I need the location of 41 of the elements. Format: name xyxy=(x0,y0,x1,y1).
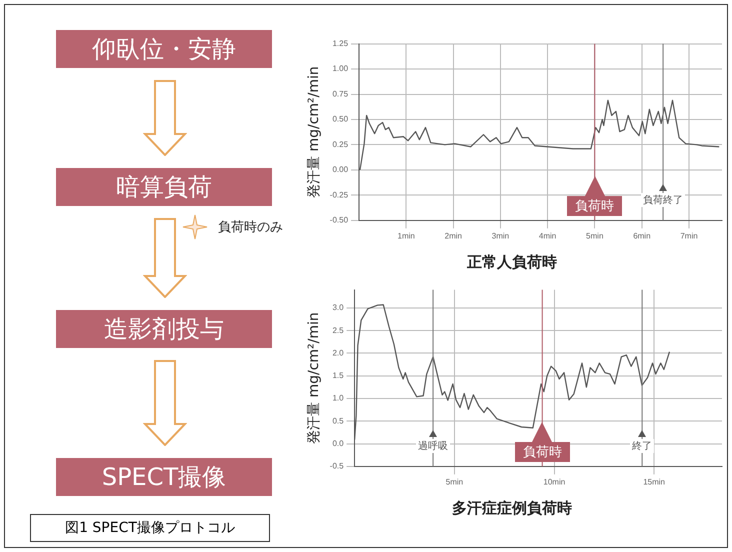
y-tick-label: 0.25 xyxy=(332,140,349,149)
y-tick-label: 0.0 xyxy=(332,438,344,448)
text: 負荷時のみ xyxy=(218,219,283,236)
ref-line-label: 負荷時 xyxy=(567,196,622,216)
text: 多汗症症例負荷時 xyxy=(452,498,572,517)
text: 図1 SPECT撮像プロトコル xyxy=(30,514,270,542)
y-tick-label: 1.00 xyxy=(332,64,349,74)
x-tick-label: 1min xyxy=(398,231,415,240)
x-tick-label: 5min xyxy=(446,477,464,486)
y-tick-label: -0.5 xyxy=(330,462,344,471)
y-tick-label: 1.5 xyxy=(332,371,344,380)
ref-line-label: 過呼吸 xyxy=(416,439,450,454)
text: SPECT撮像 xyxy=(56,458,272,496)
y-tick-label: 0.75 xyxy=(332,89,349,98)
y-tick-label: 1.25 xyxy=(332,39,349,48)
ref-line-label: 負荷時 xyxy=(514,442,570,462)
y-axis-title: 発汗量 mg/cm²/min xyxy=(306,312,322,444)
y-tick-label: 3.0 xyxy=(332,303,344,312)
y-tick-label: 2.5 xyxy=(332,326,344,335)
y-tick-label: 2.0 xyxy=(332,348,344,358)
y-axis-title: 発汗量 mg/cm²/min xyxy=(306,66,322,198)
x-tick-label: 15min xyxy=(643,477,666,486)
ref-line-label: 負荷終了 xyxy=(641,193,686,208)
y-tick-label: 0.50 xyxy=(332,114,349,124)
y-tick-label: -0.25 xyxy=(330,190,349,200)
x-tick-label: 6min xyxy=(633,231,651,240)
y-tick-label: -0.50 xyxy=(330,216,349,225)
y-tick-label: 1.0 xyxy=(332,394,344,403)
x-tick-label: 7min xyxy=(680,231,698,240)
x-tick-label: 2min xyxy=(444,231,462,240)
x-tick-label: 5min xyxy=(586,231,604,240)
y-tick-label: 0.00 xyxy=(332,165,349,174)
ref-line-label: 終了 xyxy=(630,439,654,454)
y-tick-label: 0.5 xyxy=(332,416,344,426)
text: 造影剤投与 xyxy=(56,310,272,348)
text: 仰臥位・安静 xyxy=(56,30,272,68)
x-tick-label: 10min xyxy=(543,477,566,486)
x-tick-label: 4min xyxy=(538,231,556,240)
x-tick-label: 3min xyxy=(492,231,510,240)
text: 正常人負荷時 xyxy=(466,252,557,271)
text: 暗算負荷 xyxy=(56,168,272,206)
